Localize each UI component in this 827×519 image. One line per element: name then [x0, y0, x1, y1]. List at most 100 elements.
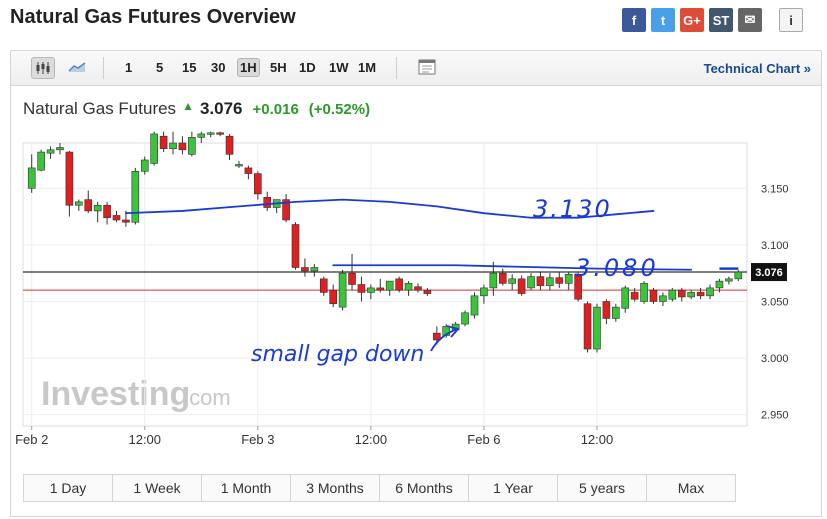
candle: [178, 136, 187, 155]
candle-body: [140, 159, 149, 172]
twitter-icon[interactable]: t: [651, 8, 675, 32]
range-1-month[interactable]: 1 Month: [202, 475, 291, 501]
candle-body: [188, 137, 196, 155]
candle: [254, 171, 262, 200]
candle-body: [301, 267, 309, 272]
candle-body: [46, 149, 55, 154]
email-icon[interactable]: ✉: [738, 8, 762, 32]
candle: [225, 133, 234, 160]
price-chart[interactable]: Investing.com 3.150 3.100 3.050 3.000 2.950 Fe…: [11, 51, 821, 461]
candle: [687, 290, 695, 300]
x-tick-label: 12:00: [128, 432, 161, 447]
candle-body: [122, 219, 130, 223]
timeframe-5h[interactable]: 5H: [270, 60, 287, 75]
candle: [37, 149, 45, 172]
candle-body: [225, 135, 234, 155]
info-icon[interactable]: i: [779, 8, 803, 32]
toolbar-separator: [396, 57, 397, 79]
candle: [734, 269, 743, 282]
candle-body: [489, 272, 498, 289]
chart-settings-icon[interactable]: [416, 57, 438, 77]
candle: [301, 258, 309, 277]
range-max[interactable]: Max: [677, 480, 705, 496]
candle: [725, 276, 733, 285]
candle-body: [498, 272, 507, 284]
candle-body: [357, 284, 366, 293]
candle: [715, 278, 724, 293]
candle-body: [197, 133, 206, 138]
candle-body: [517, 278, 526, 294]
candle: [112, 210, 121, 223]
page-title: Natural Gas Futures Overview: [10, 6, 296, 28]
range-1-day[interactable]: 1 Day: [24, 475, 113, 501]
candle-body: [206, 132, 215, 135]
candle-body: [470, 295, 479, 316]
timeframe-1d[interactable]: 1D: [299, 60, 316, 75]
candle-body: [56, 147, 64, 151]
candle-body: [461, 312, 469, 325]
candle-body: [715, 280, 724, 289]
google-plus-icon[interactable]: G+: [680, 8, 704, 32]
candle: [517, 275, 526, 296]
candle-body: [131, 171, 140, 223]
candle: [536, 272, 545, 291]
timeframe-15[interactable]: 15: [182, 60, 197, 75]
y-tick-label: 3.150: [761, 183, 789, 195]
timeframe-1w[interactable]: 1W: [329, 60, 349, 75]
area-chart-icon[interactable]: [66, 57, 88, 77]
candle: [235, 161, 243, 168]
y-tick-label: 2.950: [761, 410, 789, 422]
candle: [696, 287, 705, 300]
price-change-percent: (+0.52%): [308, 101, 371, 118]
candle: [329, 284, 337, 308]
range-5-years[interactable]: 5 years: [558, 475, 647, 501]
candle-body: [621, 287, 630, 309]
candle-body: [508, 278, 516, 284]
candle: [282, 193, 290, 223]
candle: [630, 287, 639, 302]
candle: [677, 287, 686, 302]
last-price-tag: [751, 263, 787, 282]
range-1-week[interactable]: 1 Week: [113, 475, 202, 501]
range-3-months[interactable]: 3 Months: [291, 475, 380, 501]
candle-body: [338, 272, 347, 308]
timeframe-1h[interactable]: 1H: [237, 58, 260, 77]
candle: [527, 273, 535, 291]
candle: [310, 264, 319, 277]
technical-chart-link[interactable]: Technical Chart »: [703, 61, 811, 76]
timeframe-1m[interactable]: 1M: [358, 60, 377, 75]
candle: [668, 287, 677, 302]
candle: [188, 131, 196, 157]
stocktwits-icon[interactable]: ST: [709, 8, 733, 32]
candle-body: [178, 142, 187, 151]
candle: [338, 269, 347, 311]
timeframe-5[interactable]: 5: [156, 60, 164, 75]
candle-body: [84, 199, 93, 212]
candle: [131, 167, 140, 225]
candle-body: [423, 289, 432, 294]
timeframe-30[interactable]: 30: [211, 60, 226, 75]
up-arrow-icon: ▲: [182, 99, 194, 113]
candle: [555, 272, 564, 288]
price-change: +0.016: [252, 101, 299, 118]
candle: [75, 199, 83, 211]
timeframe-1[interactable]: 1: [125, 60, 133, 75]
candle: [574, 272, 582, 302]
range-6-months[interactable]: 6 Months: [380, 475, 469, 501]
y-tick-label: 3.100: [761, 240, 789, 252]
candle: [65, 150, 74, 217]
candle: [103, 201, 111, 225]
candle-body: [583, 303, 592, 350]
candle-body: [385, 280, 394, 291]
annotation-arrowhead: [446, 325, 460, 338]
candle: [93, 201, 102, 223]
candle: [489, 261, 498, 296]
x-tick-label: Feb 2: [15, 432, 48, 447]
candle: [263, 191, 272, 211]
candle-body: [602, 301, 611, 319]
candle: [414, 283, 422, 293]
range-1-year[interactable]: 1 Year: [469, 475, 558, 501]
facebook-icon[interactable]: f: [622, 8, 646, 32]
candlestick-icon[interactable]: [31, 57, 55, 79]
candle-body: [649, 289, 658, 302]
